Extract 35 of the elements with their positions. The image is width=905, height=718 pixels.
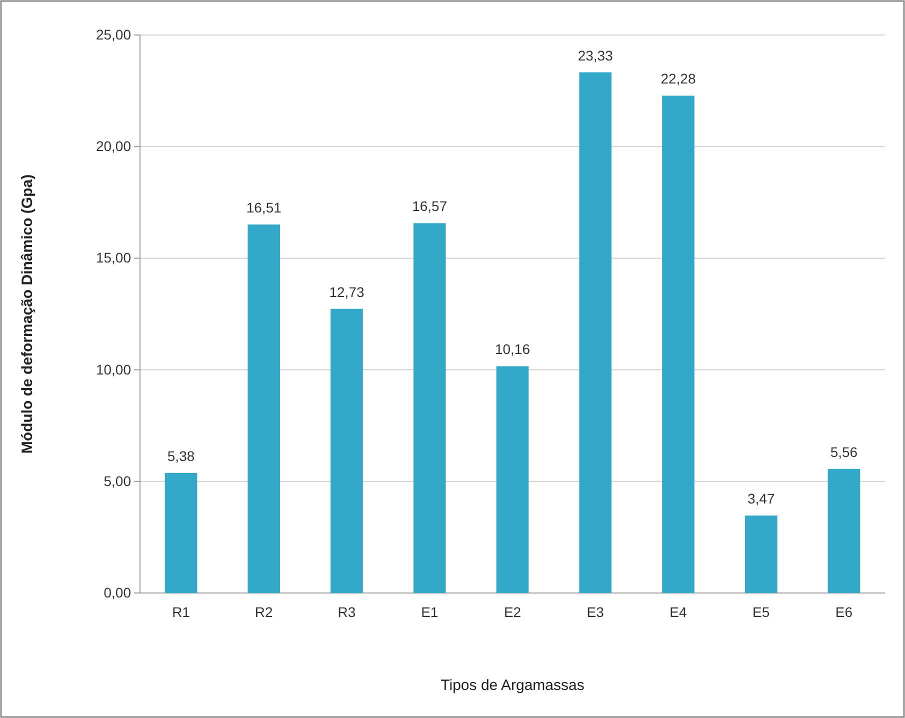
bar: [744, 516, 778, 593]
data-label: 16,57: [412, 198, 448, 214]
data-label: 16,51: [246, 199, 282, 216]
y-tick-label: 25,00: [96, 26, 132, 42]
x-axis-title: Tipos de Argamassas: [440, 677, 584, 694]
data-label: 3,47: [747, 490, 775, 507]
bar: [579, 72, 612, 593]
data-label: 23,33: [578, 47, 614, 64]
x-tick-label: R2: [254, 604, 274, 620]
x-tick-label: E1: [421, 604, 438, 620]
bar: [413, 223, 446, 593]
y-tick-label: 0,00: [104, 584, 132, 600]
x-tick-label: E3: [586, 604, 604, 620]
data-label: 22,28: [660, 70, 696, 87]
x-tick-label: R3: [338, 604, 356, 620]
data-label: 10,16: [494, 341, 530, 358]
x-tick-label: R1: [172, 604, 190, 620]
bar: [164, 472, 198, 593]
x-tick-label: E2: [504, 604, 522, 620]
bar: [330, 308, 363, 593]
y-axis-title: Módulo de deformação Dinâmico (Gpa): [19, 174, 36, 454]
x-tick-label: E5: [752, 604, 770, 620]
data-label: 5,38: [167, 448, 195, 464]
y-tick-label: 15,00: [96, 250, 132, 266]
data-label: 12,73: [329, 284, 364, 300]
bar: [248, 224, 280, 593]
y-tick-label: 20,00: [96, 138, 132, 154]
y-tick-label: 5,00: [104, 472, 132, 489]
bar: [662, 96, 694, 593]
bar: [828, 468, 860, 593]
y-tick-label: 10,00: [96, 361, 132, 378]
bar: [496, 366, 529, 593]
data-label: 5,56: [830, 444, 858, 460]
x-tick-label: E4: [670, 604, 688, 620]
x-tick-label: E6: [835, 604, 853, 620]
